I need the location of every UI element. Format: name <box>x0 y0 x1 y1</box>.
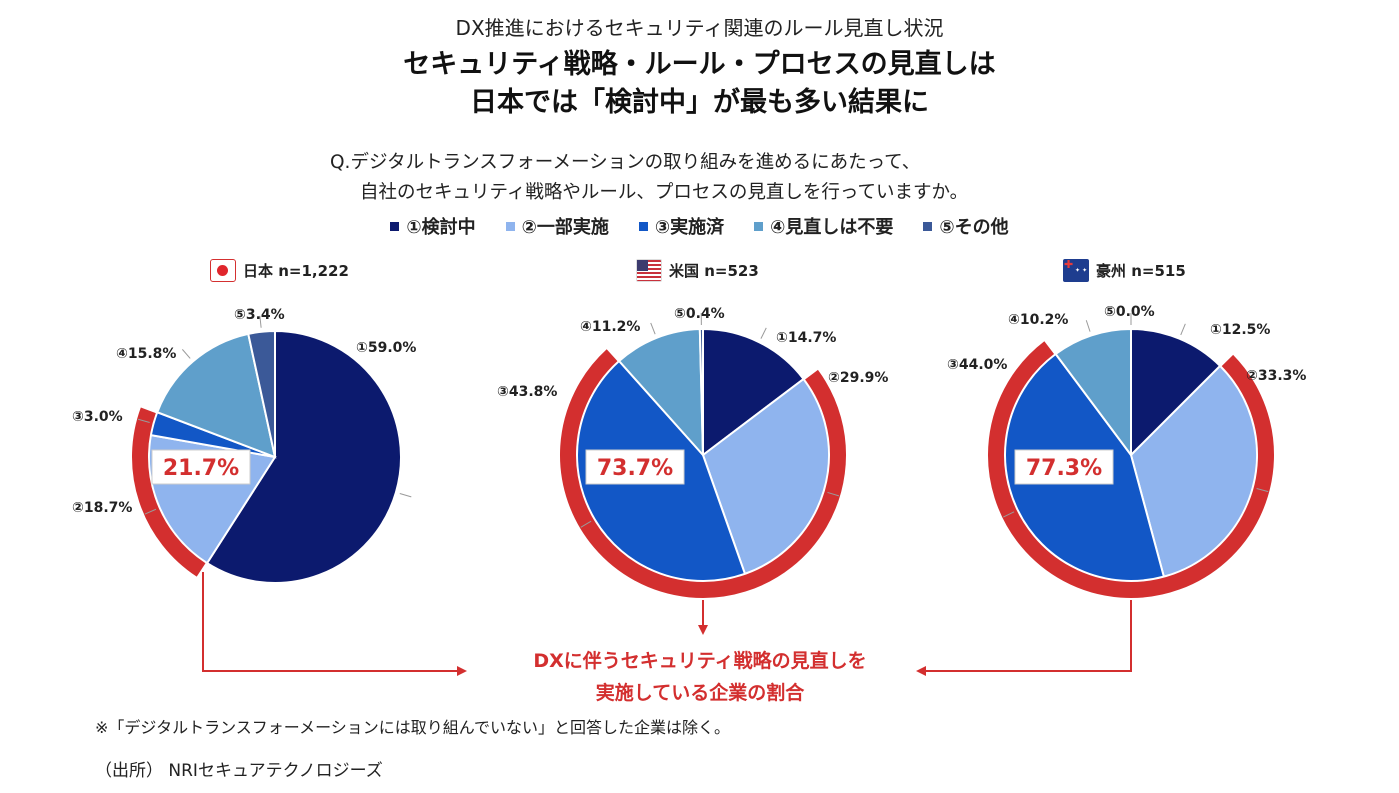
japan-highlight-ring <box>132 407 206 577</box>
legend-item-1: ①検討中 <box>390 213 476 239</box>
us-highlight-ring <box>560 349 846 598</box>
australia-highlight-box <box>1014 449 1114 485</box>
us-leader-4 <box>650 322 656 335</box>
japan-leader-2 <box>144 508 157 515</box>
japan-label-2: ②18.7% <box>72 500 132 516</box>
title-line-2: 日本では「検討中」が最も多い結果に <box>470 87 929 118</box>
legend-label-3: ③実施済 <box>654 217 725 238</box>
callout-line-2: 実施している企業の割合 <box>595 682 805 704</box>
us-leader-1 <box>760 327 767 339</box>
japan-flag-icon <box>210 259 236 282</box>
legend-item-3: ③実施済 <box>638 213 725 239</box>
legend-swatch-1 <box>390 221 400 231</box>
us-label-5: ⑤0.4% <box>674 306 725 322</box>
us-flag-icon <box>636 259 662 282</box>
us-slice-4 <box>617 328 705 458</box>
legend-label-2: ②一部実施 <box>521 217 609 238</box>
legend-swatch-3 <box>638 221 648 231</box>
callout-arrows <box>202 572 1132 676</box>
japan-leader-1 <box>399 493 412 498</box>
callout-text: DXに伴うセキュリティ戦略の見直しを 実施している企業の割合 <box>470 645 930 709</box>
us-leader-2 <box>827 491 840 497</box>
japan-label-3: ③3.0% <box>72 409 123 425</box>
japan-leader-3 <box>137 418 150 423</box>
us-title-text: 米国 n=523 <box>669 262 759 280</box>
japan-chart-title: 日本 n=1,222 <box>210 259 349 282</box>
source-note: （出所） NRIセキュアテクノロジーズ <box>95 761 383 781</box>
australia-label-3: ③44.0% <box>947 357 1007 373</box>
australia-label-4: ④10.2% <box>1008 312 1068 328</box>
japan-label-1: ①59.0% <box>356 340 416 356</box>
us-slice-1 <box>702 327 805 458</box>
legend-label-5: ⑤その他 <box>939 217 1009 238</box>
legend: ①検討中 ②一部実施 ③実施済 ④見直しは不要 ⑤その他 <box>0 213 1399 239</box>
question-line-1: Q.デジタルトランスフォーメーションの取り組みを進めるにあたって、 <box>330 152 921 173</box>
australia-flag-icon <box>1063 258 1089 282</box>
japan-highlight-box <box>151 449 251 485</box>
japan-slice-4 <box>155 332 277 459</box>
us-leader-3 <box>580 520 592 528</box>
footnote: ※「デジタルトランスフォーメーションには取り組んでいない」と回答した企業は除く。 <box>95 718 731 737</box>
legend-item-2: ②一部実施 <box>505 213 609 239</box>
japan-callout-arrow <box>202 572 467 676</box>
chart-title: セキュリティ戦略・ルール・プロセスの見直しは 日本では「検討中」が最も多い結果に <box>0 46 1399 122</box>
us-label-2: ②29.9% <box>828 370 888 386</box>
australia-highlight-value: 77.3% <box>1026 456 1102 481</box>
australia-chart-title: 豪州 n=515 <box>1063 258 1186 282</box>
legend-item-5: ⑤その他 <box>923 213 1009 239</box>
australia-label-2: ②33.3% <box>1246 368 1306 384</box>
legend-swatch-4 <box>754 221 764 231</box>
us-slice-2 <box>701 377 830 576</box>
us-chart-title: 米国 n=523 <box>636 259 759 282</box>
australia-title-text: 豪州 n=515 <box>1096 262 1186 280</box>
australia-label-5: ⑤0.0% <box>1104 304 1155 320</box>
australia-slice-4 <box>1054 327 1132 459</box>
japan-label-5: ⑤3.4% <box>234 307 285 323</box>
australia-leader-2 <box>1256 488 1269 493</box>
japan-title-text: 日本 n=1,222 <box>243 262 349 280</box>
japan-slice-1 <box>205 329 402 584</box>
australia-leader-4 <box>1085 320 1091 332</box>
legend-label-4: ④見直しは不要 <box>770 217 894 238</box>
us-label-3: ③43.8% <box>497 384 557 400</box>
australia-slice-2 <box>1129 364 1258 578</box>
us-slice-5 <box>698 327 704 456</box>
us-label-4: ④11.2% <box>580 319 640 335</box>
title-line-1: セキュリティ戦略・ルール・プロセスの見直しは <box>403 49 996 80</box>
japan-leader-4 <box>181 349 191 359</box>
australia-leader-1 <box>1180 323 1186 336</box>
japan-slice-5 <box>247 329 276 458</box>
us-highlight-value: 73.7% <box>597 456 673 481</box>
legend-label-1: ①検討中 <box>406 217 476 238</box>
legend-swatch-5 <box>923 221 933 231</box>
australia-highlight-ring <box>988 341 1274 598</box>
question-line-2: 自社のセキュリティ戦略やルール、プロセスの見直しを行っていますか。 <box>360 182 969 203</box>
australia-callout-arrow <box>916 600 1132 676</box>
legend-swatch-2 <box>505 221 515 231</box>
us-label-1: ①14.7% <box>776 330 836 346</box>
australia-leader-3 <box>1003 511 1015 518</box>
japan-leader-5 <box>259 315 262 328</box>
us-highlight-box <box>585 449 685 485</box>
chart-subtitle: DX推進におけるセキュリティ関連のルール見直し状況 <box>455 16 944 40</box>
legend-item-4: ④見直しは不要 <box>754 213 893 239</box>
callout-line-1: DXに伴うセキュリティ戦略の見直しを <box>533 650 867 672</box>
japan-label-4: ④15.8% <box>116 346 176 362</box>
japan-highlight-value: 21.7% <box>163 456 239 481</box>
australia-slice-1 <box>1130 327 1222 458</box>
australia-label-1: ①12.5% <box>1210 322 1270 338</box>
